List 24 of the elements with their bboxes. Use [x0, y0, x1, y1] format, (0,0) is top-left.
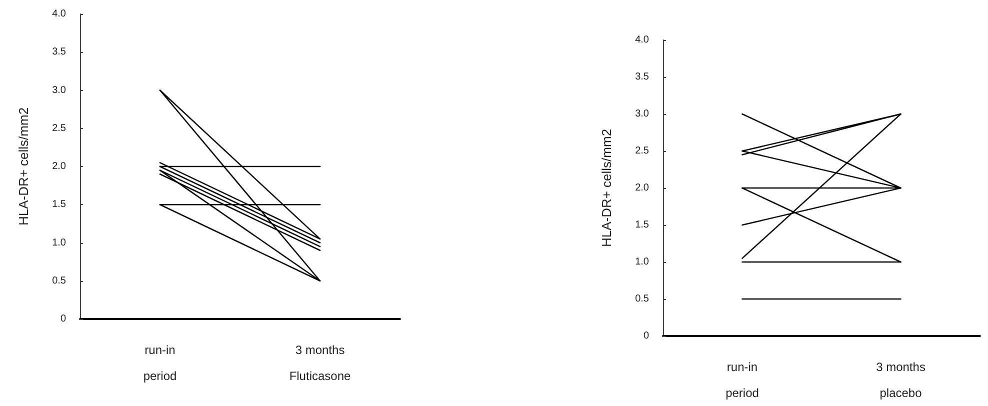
y-tick-label: 2.5	[635, 146, 650, 156]
y-tick-label: 2.0	[635, 182, 650, 194]
y-tick-label: 3.5	[635, 72, 650, 82]
y-tick-label: 0.5	[52, 275, 66, 286]
y-tick-label: 1.5	[635, 220, 650, 230]
y-tick-label: 2.5	[52, 122, 66, 134]
x-tick-label: 3 months placebo	[876, 360, 926, 400]
x-tick-label: run-in period	[726, 360, 759, 400]
y-tick-label: 2.0	[52, 161, 66, 172]
y-tick-label: 0.5	[635, 294, 650, 304]
x-tick-label: run-in period	[143, 343, 177, 383]
y-tick-label: 3.0	[52, 84, 66, 96]
y-tick-label: 0	[60, 314, 66, 324]
y-tick-label: 1.5	[52, 199, 66, 210]
y-axis-title: HLA-DR+ cells/mm2	[16, 107, 31, 226]
y-tick-label: 1.0	[52, 237, 66, 248]
y-tick-label: 4.0	[635, 34, 650, 46]
y-tick-label: 1.0	[635, 256, 650, 268]
x-tick-label: 3 months Fluticasone	[289, 343, 352, 383]
y-tick-label: 3.5	[52, 46, 66, 58]
y-tick-label: 3.0	[635, 108, 650, 120]
y-tick-label: 0	[643, 330, 650, 342]
y-tick-label: 4.0	[52, 8, 66, 20]
y-axis-title: HLA-DR+ cells/mm2	[599, 128, 614, 248]
